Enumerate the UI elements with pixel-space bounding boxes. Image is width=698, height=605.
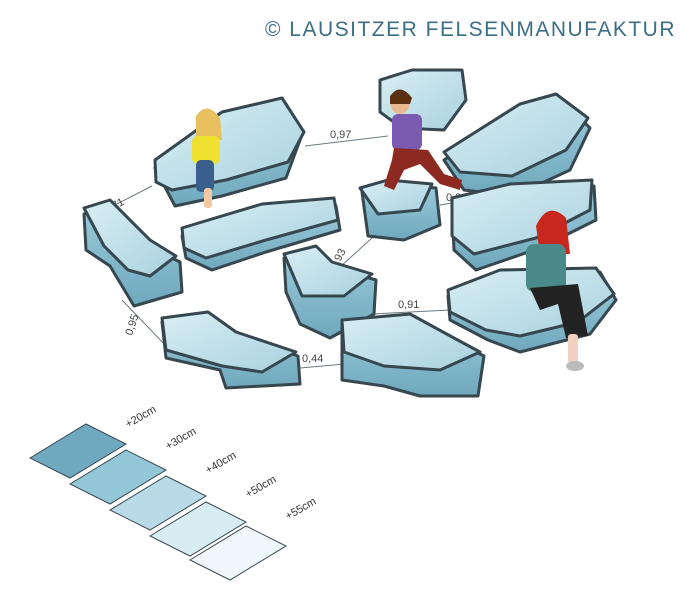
stone-block-left: [82, 198, 184, 308]
distance-line-7: [299, 363, 346, 369]
legend-label-30cm: +30cm: [164, 426, 199, 453]
legend-swatch-30cm: [68, 449, 168, 505]
legend-swatch-50cm: [148, 501, 248, 557]
distance-label: 0,44: [302, 353, 323, 365]
stone-block-bottom-left: [160, 310, 302, 390]
distance-label: 0,97: [330, 129, 351, 141]
stone-block-bottom-center: [340, 312, 486, 398]
legend-label-50cm: +50cm: [244, 474, 279, 501]
stone-block-center: [282, 244, 378, 340]
boy-figure: [384, 89, 462, 190]
stone-block-top-right: [442, 92, 592, 198]
distance-label: 0,91: [398, 299, 419, 311]
distance-line-1: [304, 135, 389, 147]
legend-label-20cm: +20cm: [124, 404, 159, 431]
copyright-notice: © LAUSITZER FELSENMANUFAKTUR: [264, 18, 676, 41]
girl-figure: [192, 108, 222, 208]
woman-figure: [526, 210, 588, 371]
legend-label-55cm: +55cm: [284, 496, 319, 523]
legend-label-40cm: +40cm: [204, 450, 239, 477]
legend-swatch-20cm: [28, 423, 128, 479]
stone-block-top-center: [358, 68, 468, 242]
stone-block-woman-seat: [446, 178, 618, 354]
legend-swatch-40cm: [108, 475, 208, 531]
stone-block-girl-seat: [153, 96, 306, 208]
height-legend: [28, 423, 288, 581]
legend-swatch-55cm: [188, 525, 288, 581]
distance-line-6: [121, 299, 169, 349]
distance-line-5: [371, 309, 451, 315]
stone-block-center-long: [180, 196, 342, 272]
distance-label: 0,95: [123, 313, 141, 337]
